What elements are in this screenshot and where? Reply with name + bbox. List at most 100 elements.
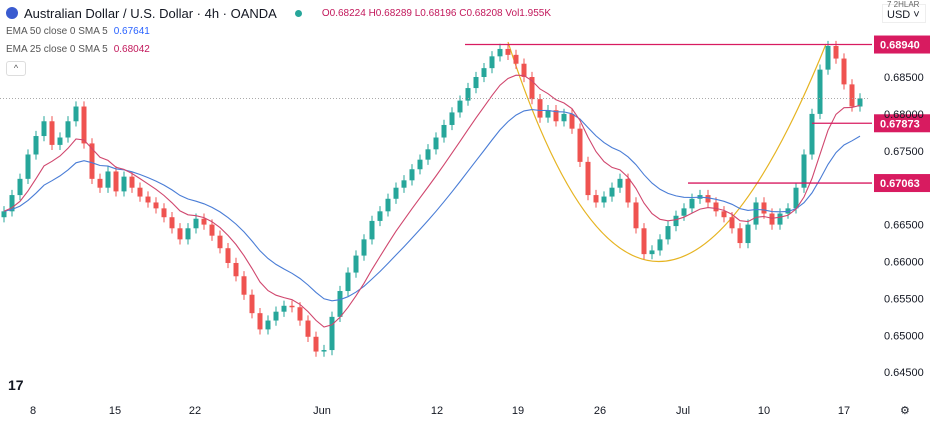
candle-body [545,110,551,118]
candle-body [809,113,815,155]
candle-body [433,137,439,150]
candle-body [81,106,87,144]
candle-body [369,220,375,240]
candle-body [537,99,543,118]
candle-body [705,195,711,203]
candle-body [857,98,863,107]
candle-body [665,226,671,240]
candle-body [553,110,559,122]
ema25-line [3,74,861,328]
candle-body [465,88,471,101]
candle-body [753,202,759,225]
candle-body [353,255,359,273]
candle-body [233,262,239,277]
candle-body [529,77,535,100]
candle-body [329,316,335,351]
candle-body [793,187,799,209]
candle-body [17,178,23,196]
candle-body [409,169,415,181]
candle-body [521,63,527,77]
candle-body [649,250,655,255]
candle-body [153,202,159,209]
price-tick-label: 0.68000 [884,109,924,121]
currency-selector[interactable]: 7 2HLAR USD ˅ [882,0,926,23]
indicator-ema50[interactable]: EMA 50 close 0 SMA 5 0.67641 [6,25,150,37]
candle-body [801,154,807,188]
candle-body [361,239,367,256]
price-axis[interactable]: 0.68500 0.68000 0.67500 0.66500 0.66000 0.655… [884,72,924,379]
candle-body [505,48,511,55]
price-tick-label: 0.66000 [884,257,924,269]
candle-body [641,228,647,255]
candle-body [561,113,567,122]
candle-body [449,112,455,125]
symbol-logo-icon [6,7,18,19]
candle-body [417,159,423,170]
candle-body [161,208,167,218]
candle-body [841,58,847,85]
candle-body [225,248,231,263]
candle-body [385,198,391,212]
time-axis[interactable]: 8 15 22 Jun 12 19 26 Jul 10 17 [30,405,850,417]
market-open-icon [294,9,302,17]
candle-body [273,311,279,321]
candle-body [257,313,263,330]
time-tick-label: 8 [30,405,36,417]
candle-body [289,305,295,308]
candle-body [425,149,431,160]
candle-body [825,46,831,70]
candle-body [689,198,695,209]
candle-body [481,68,487,77]
candle-body [657,239,663,251]
candle-body [489,56,495,69]
candle-body [769,213,775,225]
candle-body [121,176,127,192]
time-tick-label: 10 [758,405,770,417]
time-tick-label: 19 [512,405,524,417]
candle-body [249,294,255,314]
price-tick-label: 0.64500 [884,367,924,379]
collapse-legend-button[interactable]: ^ [6,61,26,76]
ema50-line [3,109,861,302]
candle-body [201,218,207,225]
time-tick-label: 15 [109,405,121,417]
level-price-label: 0.67063 [880,178,920,190]
candle-body [305,320,311,337]
time-tick-label: 12 [431,405,443,417]
candle-body [177,228,183,240]
time-tick-label: 22 [189,405,201,417]
candle-body [345,272,351,292]
indicator-ema25[interactable]: EMA 25 close 0 SMA 5 0.68042 [6,43,150,55]
candle-body [113,171,119,192]
tradingview-logo: 17 [8,377,24,393]
candle-body [105,171,111,188]
candle-body [73,106,79,122]
candle-body [617,178,623,188]
symbol-title[interactable]: Australian Dollar / U.S. Dollar · 4h · O… [24,5,277,21]
candle-body [569,113,575,129]
time-tick-label: Jun [313,405,331,417]
candle-body [57,137,63,145]
candle-body [497,48,503,57]
price-tick-label: 0.67500 [884,146,924,158]
candle-body [97,178,103,188]
candle-body [609,187,615,197]
candle-body [473,77,479,89]
candle-body [713,202,719,212]
candle-body [833,46,839,59]
level-price-tag [874,114,930,133]
candle-body [209,224,215,236]
candle-body [193,218,199,229]
candle-body [337,291,343,317]
candle-body [673,215,679,227]
candle-body [681,208,687,216]
candle-body [401,180,407,188]
candle-body [129,176,135,188]
candle-body [217,235,223,249]
settings-icon[interactable]: ⚙ [900,405,910,417]
candle-body [297,307,303,321]
candle-body [321,350,327,352]
candle-body [41,121,47,137]
level-price-label: 0.67873 [880,118,920,130]
